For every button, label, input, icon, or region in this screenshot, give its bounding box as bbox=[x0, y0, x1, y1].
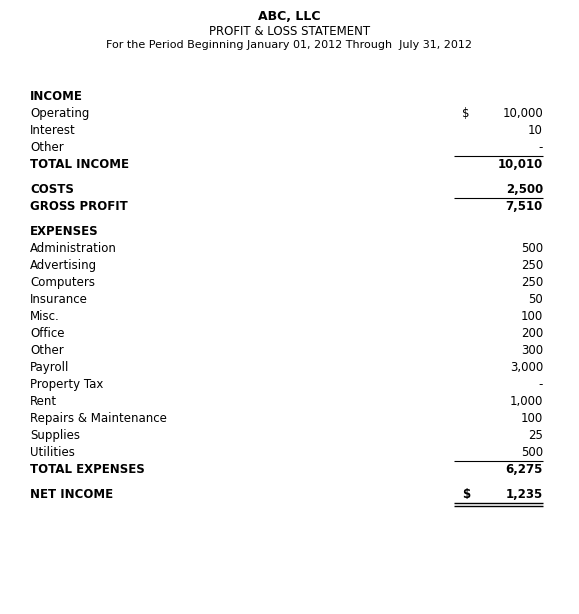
Text: 3,000: 3,000 bbox=[510, 361, 543, 374]
Text: 300: 300 bbox=[521, 344, 543, 357]
Text: Computers: Computers bbox=[30, 276, 95, 289]
Text: 2,500: 2,500 bbox=[505, 183, 543, 196]
Text: Misc.: Misc. bbox=[30, 310, 60, 323]
Text: Repairs & Maintenance: Repairs & Maintenance bbox=[30, 412, 167, 425]
Text: $: $ bbox=[462, 488, 470, 501]
Text: INCOME: INCOME bbox=[30, 90, 83, 103]
Text: TOTAL INCOME: TOTAL INCOME bbox=[30, 158, 129, 171]
Text: Office: Office bbox=[30, 327, 64, 340]
Text: 7,510: 7,510 bbox=[505, 200, 543, 213]
Text: Other: Other bbox=[30, 141, 64, 154]
Text: Advertising: Advertising bbox=[30, 259, 97, 272]
Text: EXPENSES: EXPENSES bbox=[30, 225, 98, 238]
Text: 100: 100 bbox=[521, 412, 543, 425]
Text: PROFIT & LOSS STATEMENT: PROFIT & LOSS STATEMENT bbox=[209, 25, 370, 38]
Text: 10,000: 10,000 bbox=[502, 107, 543, 120]
Text: 500: 500 bbox=[521, 242, 543, 255]
Text: COSTS: COSTS bbox=[30, 183, 74, 196]
Text: Property Tax: Property Tax bbox=[30, 378, 104, 391]
Text: Other: Other bbox=[30, 344, 64, 357]
Text: Payroll: Payroll bbox=[30, 361, 69, 374]
Text: 1,000: 1,000 bbox=[510, 395, 543, 408]
Text: Insurance: Insurance bbox=[30, 293, 88, 306]
Text: Administration: Administration bbox=[30, 242, 117, 255]
Text: Operating: Operating bbox=[30, 107, 89, 120]
Text: Interest: Interest bbox=[30, 124, 76, 137]
Text: Supplies: Supplies bbox=[30, 429, 80, 442]
Text: NET INCOME: NET INCOME bbox=[30, 488, 113, 501]
Text: 500: 500 bbox=[521, 446, 543, 459]
Text: 25: 25 bbox=[528, 429, 543, 442]
Text: 200: 200 bbox=[521, 327, 543, 340]
Text: -: - bbox=[538, 378, 543, 391]
Text: For the Period Beginning January 01, 2012 Through  July 31, 2012: For the Period Beginning January 01, 201… bbox=[107, 40, 472, 50]
Text: 250: 250 bbox=[521, 276, 543, 289]
Text: Rent: Rent bbox=[30, 395, 57, 408]
Text: ABC, LLC: ABC, LLC bbox=[258, 10, 321, 23]
Text: GROSS PROFIT: GROSS PROFIT bbox=[30, 200, 128, 213]
Text: 6,275: 6,275 bbox=[505, 463, 543, 476]
Text: 10: 10 bbox=[528, 124, 543, 137]
Text: 250: 250 bbox=[521, 259, 543, 272]
Text: -: - bbox=[538, 141, 543, 154]
Text: 100: 100 bbox=[521, 310, 543, 323]
Text: $: $ bbox=[462, 107, 470, 120]
Text: 50: 50 bbox=[528, 293, 543, 306]
Text: 1,235: 1,235 bbox=[505, 488, 543, 501]
Text: 10,010: 10,010 bbox=[498, 158, 543, 171]
Text: Utilities: Utilities bbox=[30, 446, 75, 459]
Text: TOTAL EXPENSES: TOTAL EXPENSES bbox=[30, 463, 145, 476]
